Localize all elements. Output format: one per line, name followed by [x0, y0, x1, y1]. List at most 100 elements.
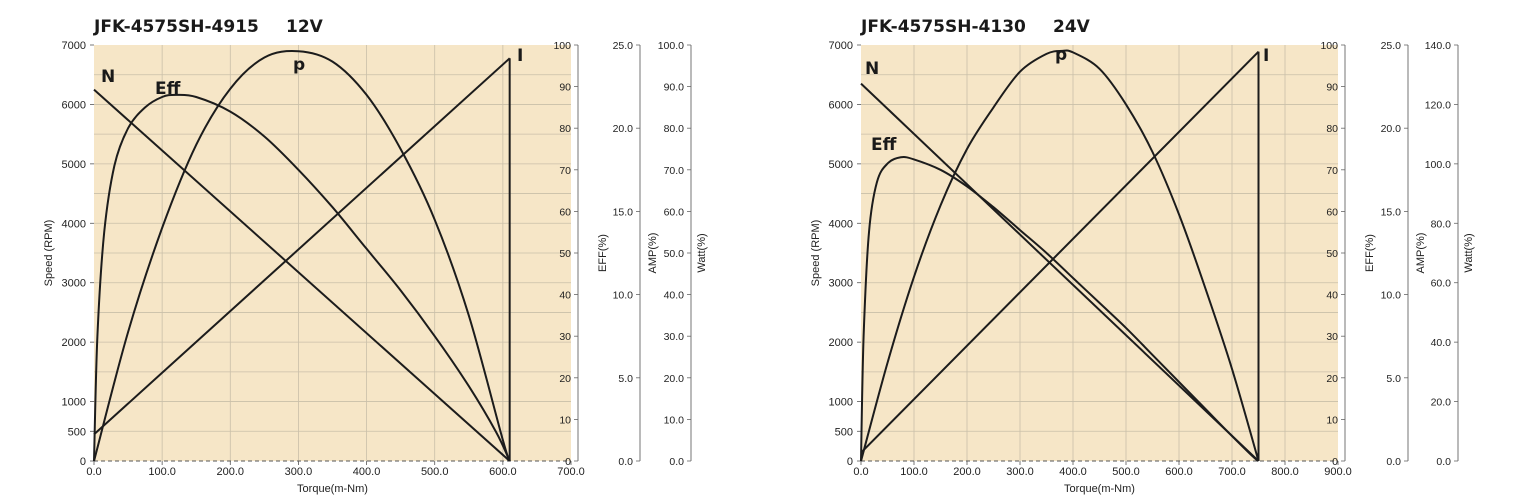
x-tick-label: 500.0: [421, 466, 449, 478]
x-tick-label: 500.0: [1112, 466, 1140, 478]
speed-tick-label: 500: [835, 426, 853, 438]
watt-tick-label: 30.0: [664, 331, 685, 343]
speed-tick-label: 6000: [829, 99, 853, 111]
watt-tick-label: 0.0: [669, 456, 684, 468]
eff-tick-label: 70: [1326, 165, 1338, 177]
speed-tick-label: 1000: [829, 397, 853, 409]
amp-tick-label: 0.0: [618, 456, 633, 468]
speed-tick-label: 6000: [62, 99, 86, 111]
x-axis-label: Torque(m-Nm): [297, 483, 368, 495]
x-tick-label: 200.0: [953, 466, 981, 478]
x-tick-label: 0.0: [853, 466, 868, 478]
eff-tick-label: 40: [1326, 290, 1338, 302]
x-tick-label: 700.0: [1218, 466, 1246, 478]
amp-tick-label: 20.0: [1381, 123, 1402, 135]
x-tick-label: 200.0: [217, 466, 245, 478]
watt-tick-label: 80.0: [664, 123, 685, 135]
eff-tick-label: 60: [559, 206, 571, 218]
speed-axis-label: Speed (RPM): [43, 220, 55, 287]
series-i-label: I: [517, 46, 523, 66]
watt-tick-label: 0.0: [1436, 456, 1451, 468]
series-i-label: I: [1263, 46, 1269, 66]
amp-tick-label: 0.0: [1386, 456, 1401, 468]
eff-tick-label: 0: [565, 456, 571, 468]
eff-tick-label: 10: [559, 414, 571, 426]
amp-axis-label: AMP(%): [1415, 233, 1427, 274]
speed-tick-label: 2000: [62, 337, 86, 349]
watt-tick-label: 10.0: [664, 414, 685, 426]
chart-title: JFK-4575SH-4915: [93, 17, 259, 37]
eff-tick-label: 20: [1326, 373, 1338, 385]
speed-tick-label: 1000: [62, 397, 86, 409]
series-eff-curve: [93, 93, 511, 462]
x-tick-label: 400.0: [353, 466, 381, 478]
series-n-curve: [860, 82, 1260, 462]
speed-tick-label: 3000: [62, 278, 86, 290]
x-tick-label: 400.0: [1059, 466, 1087, 478]
speed-axis-label: Speed (RPM): [810, 220, 822, 287]
eff-tick-label: 20: [559, 373, 571, 385]
eff-tick-label: 40: [559, 290, 571, 302]
series-i-curve: [93, 57, 511, 436]
amp-tick-label: 25.0: [613, 40, 634, 52]
speed-tick-label: 0: [80, 456, 86, 468]
amp-tick-label: 5.0: [618, 373, 633, 385]
eff-axis-label: EFF(%): [597, 234, 609, 272]
eff-tick-label: 70: [559, 165, 571, 177]
series-n-curve: [93, 88, 511, 462]
watt-tick-label: 140.0: [1425, 40, 1451, 52]
series-p-curve: [93, 50, 511, 462]
speed-tick-label: 7000: [62, 40, 86, 52]
eff-tick-label: 100: [553, 40, 571, 52]
eff-tick-label: 0: [1332, 456, 1338, 468]
amp-tick-label: 25.0: [1381, 40, 1402, 52]
speed-tick-label: 4000: [829, 218, 853, 230]
chart-voltage: 12V: [286, 17, 324, 37]
eff-tick-label: 50: [1326, 248, 1338, 260]
eff-tick-label: 60: [1326, 206, 1338, 218]
chart-voltage: 24V: [1053, 17, 1091, 37]
watt-tick-label: 20.0: [664, 373, 685, 385]
x-tick-label: 100.0: [148, 466, 176, 478]
series-p-label: p: [293, 55, 305, 75]
eff-axis-label: EFF(%): [1364, 234, 1376, 272]
speed-tick-label: 2000: [829, 337, 853, 349]
speed-tick-label: 3000: [829, 278, 853, 290]
watt-axis-label: Watt(%): [1463, 233, 1475, 272]
chart-title: JFK-4575SH-4130: [860, 17, 1026, 37]
watt-tick-label: 60.0: [664, 206, 685, 218]
eff-tick-label: 30: [1326, 331, 1338, 343]
watt-tick-label: 120.0: [1425, 99, 1451, 111]
watt-tick-label: 40.0: [1431, 337, 1452, 349]
x-tick-label: 700.0: [557, 466, 585, 478]
speed-tick-label: 0: [847, 456, 853, 468]
watt-tick-label: 100.0: [1425, 159, 1451, 171]
speed-tick-label: 500: [68, 426, 86, 438]
series-n-label: N: [865, 59, 879, 79]
x-tick-label: 600.0: [1165, 466, 1193, 478]
series-n-label: N: [101, 67, 115, 87]
x-tick-label: 300.0: [1006, 466, 1034, 478]
x-tick-label: 800.0: [1271, 466, 1299, 478]
series-p-label: p: [1055, 45, 1067, 65]
eff-tick-label: 10: [1326, 414, 1338, 426]
eff-tick-label: 50: [559, 248, 571, 260]
series-p-curve: [860, 49, 1260, 462]
eff-tick-label: 90: [1326, 82, 1338, 94]
x-tick-label: 100.0: [900, 466, 928, 478]
amp-tick-label: 15.0: [1381, 206, 1402, 218]
amp-tick-label: 10.0: [613, 290, 634, 302]
eff-tick-label: 100: [1320, 40, 1338, 52]
amp-tick-label: 5.0: [1386, 373, 1401, 385]
watt-tick-label: 80.0: [1431, 218, 1452, 230]
series-i-curve: [860, 50, 1260, 454]
speed-tick-label: 5000: [829, 159, 853, 171]
watt-tick-label: 70.0: [664, 165, 685, 177]
amp-tick-label: 15.0: [613, 206, 634, 218]
eff-tick-label: 30: [559, 331, 571, 343]
eff-tick-label: 90: [559, 82, 571, 94]
x-tick-label: 900.0: [1324, 466, 1352, 478]
watt-tick-label: 100.0: [658, 40, 684, 52]
watt-tick-label: 20.0: [1431, 397, 1452, 409]
